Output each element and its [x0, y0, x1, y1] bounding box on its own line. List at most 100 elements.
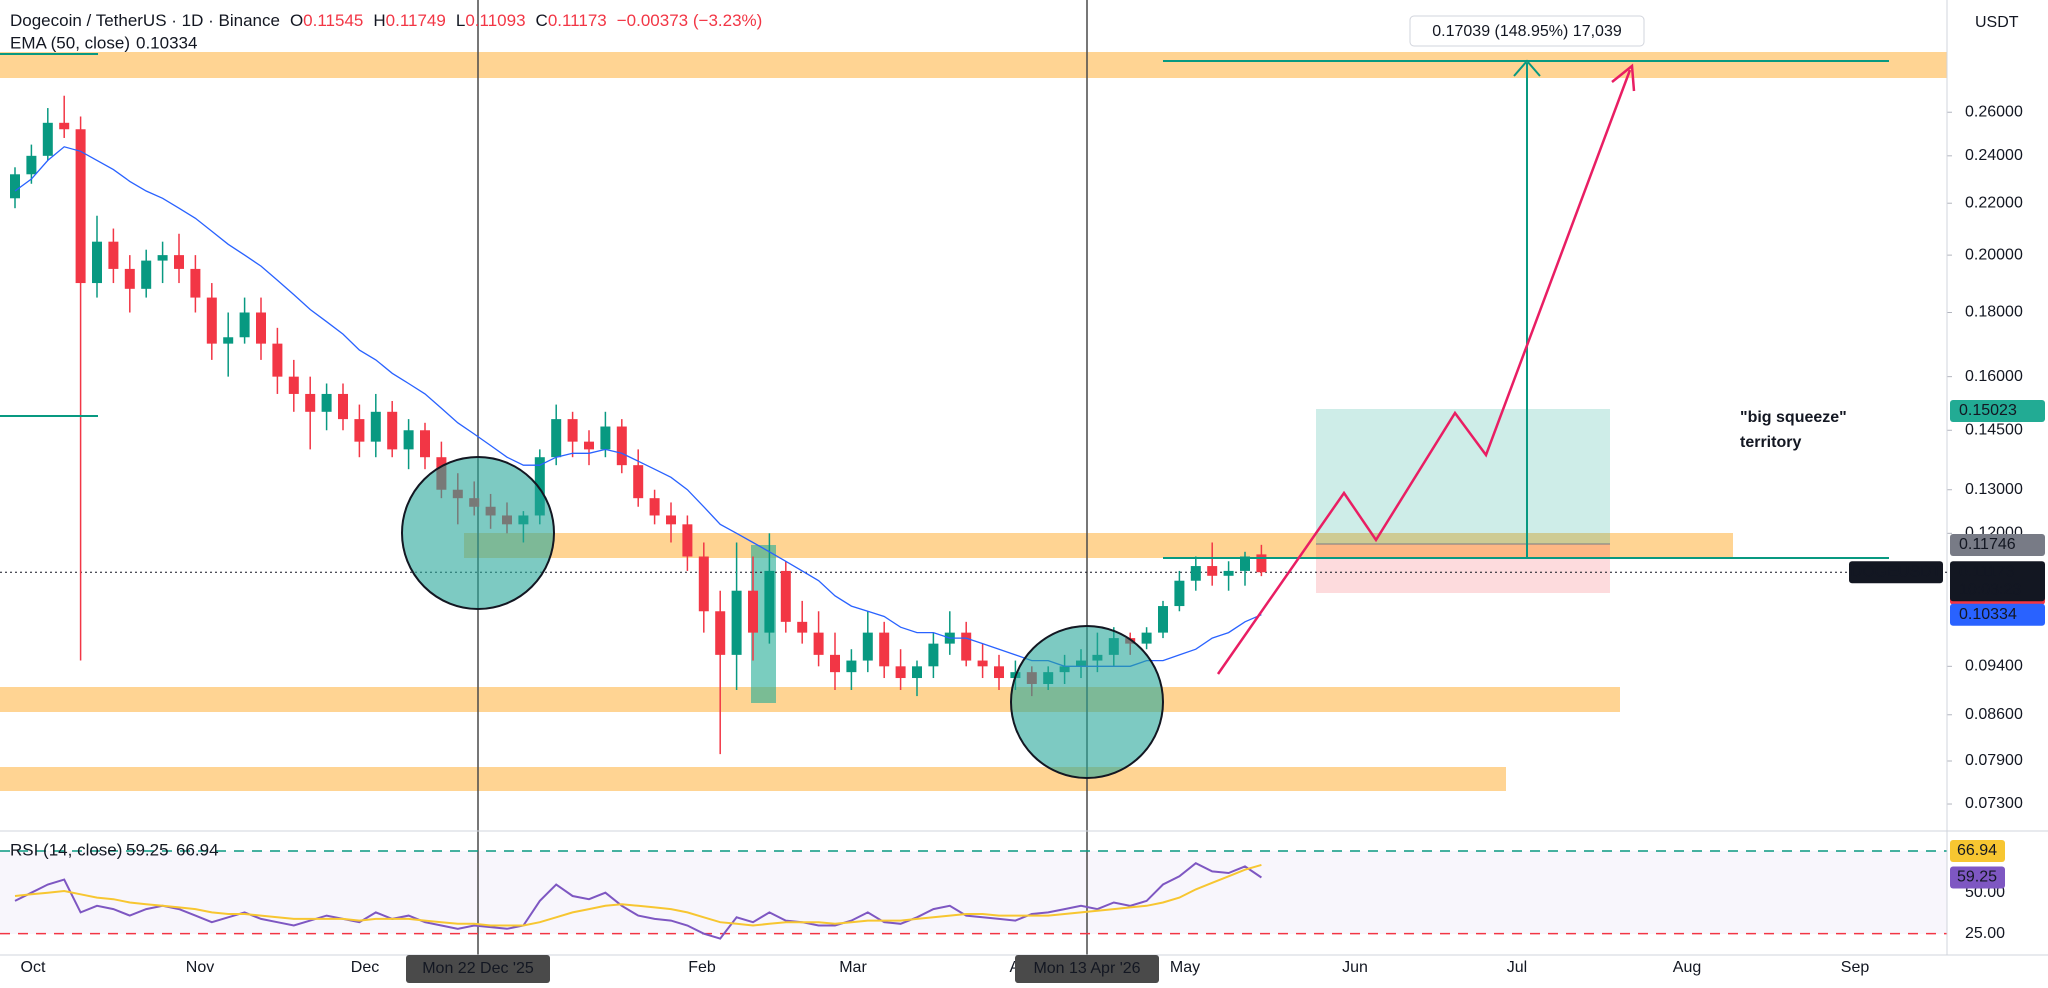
candle-body — [551, 419, 562, 458]
candle-body — [600, 426, 611, 450]
candle-body — [584, 441, 594, 450]
y-tick-label: 0.22000 — [1965, 194, 2023, 211]
candle-body — [1174, 580, 1185, 607]
y-tick-label: 0.18000 — [1965, 304, 2023, 321]
measure-label-box — [1409, 15, 1645, 47]
candle-body — [830, 654, 840, 673]
candle-body — [846, 660, 857, 673]
candle-body — [698, 556, 709, 612]
candle-body — [1207, 566, 1218, 576]
ema-badge: 0.10334 — [1959, 606, 2017, 623]
candle-body — [420, 430, 430, 458]
y-tick-label: 0.13000 — [1965, 481, 2023, 498]
candle-body — [190, 268, 201, 298]
rsi-legend-value: 59.25 — [126, 840, 169, 859]
ohlc-label: C — [536, 11, 548, 30]
candle-body — [616, 426, 627, 466]
ema-legend-value: 0.10334 — [136, 33, 197, 52]
last-price: 0.11173 — [1959, 563, 2015, 580]
candle-body — [370, 411, 381, 442]
price-badge-bg — [1950, 533, 2045, 556]
candle-body — [682, 524, 693, 557]
candle-body — [1190, 566, 1201, 581]
ohlc-value: 0.11749 — [386, 11, 446, 30]
candle-body — [649, 498, 660, 516]
measure-arrowhead — [1513, 59, 1541, 77]
candle-body — [928, 643, 939, 667]
candle-body — [26, 155, 37, 175]
squeeze-label: "big squeeze" — [1740, 409, 1847, 426]
candle-body — [961, 632, 972, 661]
candle-body — [780, 570, 791, 622]
x-tick-label: Sep — [1841, 959, 1870, 976]
price-badge: 0.11746 — [1959, 536, 2016, 553]
candle-body — [141, 260, 152, 289]
ohlc-label: H — [373, 11, 385, 30]
y-tick-label: 0.20000 — [1965, 246, 2023, 263]
candle-body — [1158, 606, 1168, 633]
candle-body — [534, 457, 545, 516]
x-tick-label: Dec — [351, 959, 379, 976]
candle-body — [42, 122, 53, 156]
date-marker-bg — [1015, 955, 1159, 983]
change-value: −0.00373 (−3.23%) — [617, 11, 763, 30]
rsi-ma-legend-value: 66.94 — [176, 840, 219, 859]
y-tick-label: 0.07900 — [1965, 752, 2023, 769]
ohlc-value: 0.11545 — [303, 11, 363, 30]
candle-body — [715, 611, 726, 655]
candle-body — [813, 632, 824, 655]
y-tick-label: 0.09400 — [1965, 658, 2023, 675]
rsi-tick-label: 25.00 — [1965, 925, 2005, 942]
candle-body — [174, 255, 184, 269]
candle-body — [124, 268, 135, 289]
ema-badge-bg — [1950, 603, 2045, 626]
candle-body — [108, 241, 119, 269]
candle-body — [862, 632, 873, 661]
y-tick-label: 0.16000 — [1965, 368, 2023, 385]
candle-body — [59, 122, 70, 130]
support-zone — [0, 767, 1506, 791]
candle-body — [206, 297, 217, 344]
candle-body — [387, 411, 398, 450]
candle-body — [797, 621, 808, 633]
candle-body — [256, 312, 266, 344]
candle-body — [10, 174, 20, 199]
candle-body — [994, 666, 1004, 679]
candle-body — [75, 129, 86, 284]
x-tick-label: Oct — [21, 959, 46, 976]
projection-arrowhead — [1611, 63, 1636, 92]
ohlc-label: L — [456, 11, 465, 30]
date-marker: Mon 13 Apr '26 — [1033, 960, 1140, 977]
axes: 0.26000 0.24000 0.22000 0.20000 0.18000 0.160… — [21, 14, 2045, 983]
rsi-badge-bg — [1950, 866, 2005, 889]
candle-body — [977, 660, 988, 667]
ohlc-value: 0.11173 — [548, 11, 607, 30]
candle-body — [1223, 570, 1234, 576]
candle-body — [912, 666, 922, 679]
highlight-circle — [401, 456, 555, 610]
x-tick-label: May — [1170, 959, 1200, 976]
y-tick-label: 0.14500 — [1965, 421, 2023, 438]
measure-label: 0.17039 (148.95%) 17,039 — [1432, 23, 1622, 40]
y-tick-label: 0.26000 — [1965, 103, 2023, 120]
candle-body — [338, 393, 348, 420]
candle-body — [879, 632, 890, 667]
rsi-line — [14, 862, 1262, 940]
candle-body — [633, 465, 644, 499]
symbol-name: Dogecoin / TetherUS · 1D · Binance — [10, 11, 280, 30]
symbol-badge: DOGEUSDT — [1851, 563, 1942, 580]
support-zone — [0, 52, 1947, 78]
x-tick-label: Aug — [1673, 959, 1701, 976]
squeeze-label: territory — [1740, 434, 1801, 451]
rsi-band — [0, 851, 1947, 934]
candle-body — [321, 393, 332, 412]
candle-body — [288, 376, 299, 394]
y-tick-label: 0.24000 — [1965, 147, 2023, 164]
support-zone — [0, 687, 1620, 712]
candle-body — [305, 393, 316, 412]
support-zone — [464, 533, 1733, 558]
date-marker: Mon 22 Dec '25 — [422, 960, 534, 977]
drawings-front: 0.17039 (148.95%) 17,039 "big squeeze" ter… — [0, 11, 1889, 859]
